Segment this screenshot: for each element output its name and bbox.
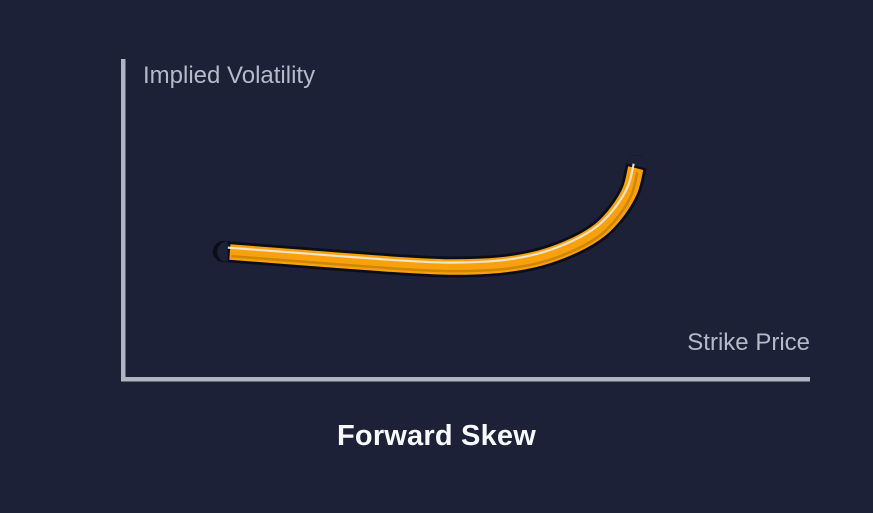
volatility-curve (229, 166, 644, 275)
y-axis-line (121, 59, 126, 382)
x-axis-line (121, 377, 810, 382)
chart-title: Forward Skew (336, 420, 536, 452)
curve-highlight-edge (227, 163, 635, 264)
curve-shadow-edge (231, 171, 639, 273)
x-axis-label: Strike Price (687, 329, 810, 356)
y-axis-label: Implied Volatility (143, 62, 316, 89)
